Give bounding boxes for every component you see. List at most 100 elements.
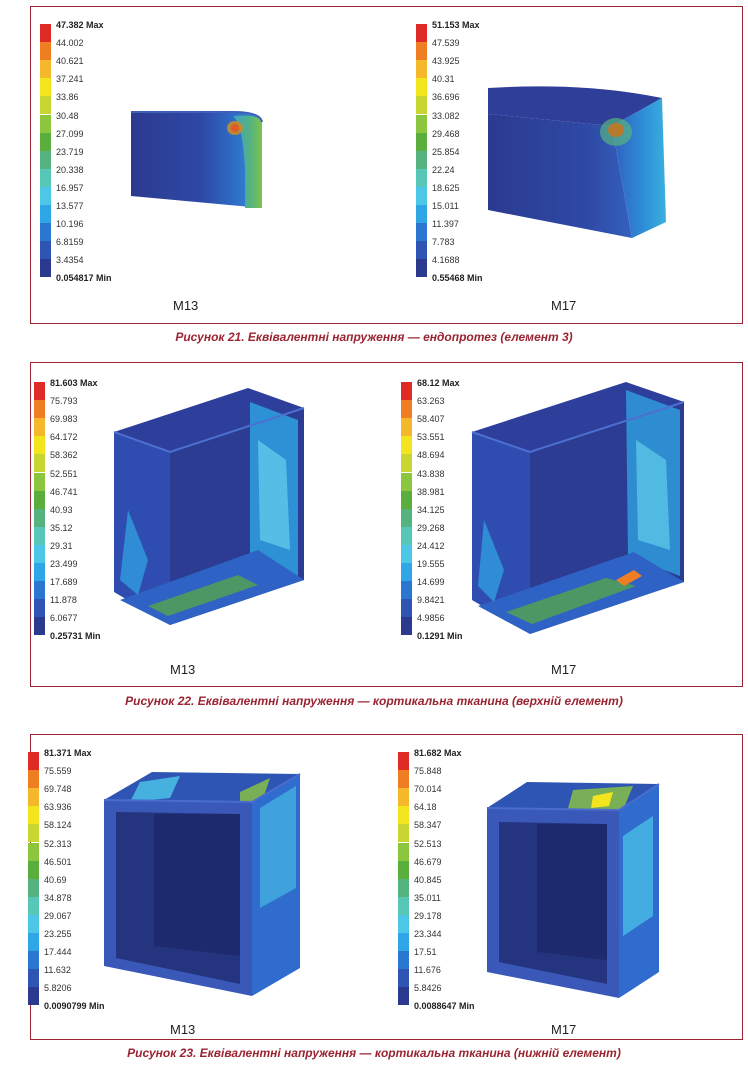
legend-swatch xyxy=(401,382,412,401)
legend-swatch xyxy=(34,617,45,636)
legend-tick-label: 70.014 xyxy=(414,784,442,795)
legend-swatch xyxy=(34,599,45,618)
legend-tick-label: 13.577 xyxy=(56,201,84,211)
legend-swatch xyxy=(398,951,409,970)
legend-swatch xyxy=(416,78,427,97)
legend-tick-label: 44.002 xyxy=(56,38,84,49)
legend-tick-label: 63.263 xyxy=(417,396,445,407)
legend-tick-label: 23.499 xyxy=(50,559,78,569)
legend-tick-label: 52.551 xyxy=(50,468,78,479)
legend-min-label: 0.0088647 Min xyxy=(414,1001,475,1012)
legend-tick-label: 22.24 xyxy=(432,164,455,175)
legend-tick-label: 20.338 xyxy=(56,164,84,175)
legend-tick-label: 16.957 xyxy=(56,182,84,193)
legend-swatch xyxy=(40,186,51,205)
legend-tick-label: 46.741 xyxy=(50,486,78,497)
legend-tick-label: 3.4354 xyxy=(56,255,84,266)
legend-swatch xyxy=(398,878,409,897)
legend-tick-label: 40.845 xyxy=(414,874,442,885)
legend-swatch xyxy=(416,60,427,79)
legend-swatch xyxy=(40,150,51,169)
legend-swatch xyxy=(398,824,409,843)
legend-swatch xyxy=(401,617,412,636)
legend-swatch xyxy=(401,418,412,437)
legend-tick-label: 15.011 xyxy=(432,201,459,211)
legend-swatch xyxy=(34,526,45,545)
figure-22-caption: Рисунок 22. Еквівалентні напруження — ко… xyxy=(125,694,623,708)
legend-tick-label: 7.783 xyxy=(432,237,455,248)
legend-tick-label: 52.313 xyxy=(44,838,72,849)
legend-tick-label: 58.347 xyxy=(414,820,442,831)
figure-23-caption: Рисунок 23. Еквівалентні напруження — ко… xyxy=(127,1046,621,1060)
legend-tick-label: 23.344 xyxy=(414,929,442,939)
legend-max-label: 51.153 Max xyxy=(432,20,480,30)
legend-swatch xyxy=(416,186,427,205)
legend-tick-label: 34.125 xyxy=(417,504,445,515)
legend-swatch xyxy=(401,436,412,455)
legend-tick-label: 11.632 xyxy=(44,965,71,976)
legend-max-label: 47.382 Max xyxy=(56,20,104,30)
legend-swatch xyxy=(28,770,39,789)
legend-swatch xyxy=(40,223,51,242)
legend-swatch xyxy=(416,241,427,260)
legend-tick-label: 17.51 xyxy=(414,947,437,958)
legend-swatch xyxy=(40,114,51,133)
legend-tick-label: 69.983 xyxy=(50,414,78,425)
legend-tick-label: 9.8421 xyxy=(417,595,445,606)
model-label-fig23-m17: M17 xyxy=(551,1022,577,1037)
legend-swatch xyxy=(398,914,409,933)
legend-tick-label: 5.8206 xyxy=(44,983,72,994)
legend-tick-label: 75.793 xyxy=(50,396,78,407)
legend-tick-label: 24.412 xyxy=(417,540,445,551)
legend-swatch xyxy=(34,454,45,473)
legend-tick-label: 11.878 xyxy=(50,595,77,606)
model-label-fig21-m13: M13 xyxy=(173,298,199,313)
legend-tick-label: 38.981 xyxy=(417,486,445,497)
legend-tick-label: 58.124 xyxy=(44,820,72,831)
legend-swatch xyxy=(401,400,412,419)
legend-tick-label: 23.719 xyxy=(56,146,84,157)
legend-tick-label: 35.12 xyxy=(50,522,73,533)
legend-swatch xyxy=(401,490,412,509)
legend-swatch xyxy=(34,508,45,527)
legend-min-label: 0.0090799 Min xyxy=(44,1001,105,1012)
legend-tick-label: 6.0677 xyxy=(50,613,78,624)
legend-tick-label: 5.8426 xyxy=(414,983,442,994)
legend-tick-label: 17.444 xyxy=(44,947,72,958)
legend-tick-label: 29.178 xyxy=(414,910,442,921)
legend-swatch xyxy=(401,563,412,582)
legend-swatch xyxy=(28,806,39,825)
legend-swatch xyxy=(28,878,39,897)
legend-tick-label: 11.397 xyxy=(432,219,459,230)
legend-tick-label: 58.407 xyxy=(417,414,445,425)
legend-swatch xyxy=(398,896,409,915)
legend-tick-label: 63.936 xyxy=(44,802,72,813)
legend-tick-label: 75.559 xyxy=(44,766,72,777)
legend-tick-label: 58.362 xyxy=(50,450,78,461)
model-fig21-m17 xyxy=(488,86,666,238)
legend-tick-label: 52.513 xyxy=(414,838,442,849)
legend-swatch xyxy=(28,914,39,933)
legend-tick-label: 14.699 xyxy=(417,577,445,588)
legend-tick-label: 29.468 xyxy=(432,128,460,139)
legend-tick-label: 47.539 xyxy=(432,38,460,49)
legend-swatch xyxy=(28,969,39,988)
legend-swatch xyxy=(398,969,409,988)
legend-tick-label: 17.689 xyxy=(50,577,78,588)
legend-tick-label: 36.696 xyxy=(432,92,460,103)
legend-tick-label: 33.86 xyxy=(56,92,79,103)
legend-swatch xyxy=(398,770,409,789)
legend-tick-label: 35.011 xyxy=(414,892,441,903)
legend-swatch xyxy=(40,205,51,224)
legend-swatch xyxy=(40,168,51,187)
legend-swatch xyxy=(34,490,45,509)
legend-tick-label: 64.172 xyxy=(50,432,78,443)
legend-swatch xyxy=(398,987,409,1006)
legend-swatch xyxy=(401,526,412,545)
legend-tick-label: 37.241 xyxy=(56,74,84,85)
legend-swatch xyxy=(398,860,409,879)
legend-tick-label: 53.551 xyxy=(417,432,445,443)
legend-tick-label: 19.555 xyxy=(417,559,445,569)
legend-swatch xyxy=(40,78,51,97)
legend-swatch xyxy=(28,788,39,807)
